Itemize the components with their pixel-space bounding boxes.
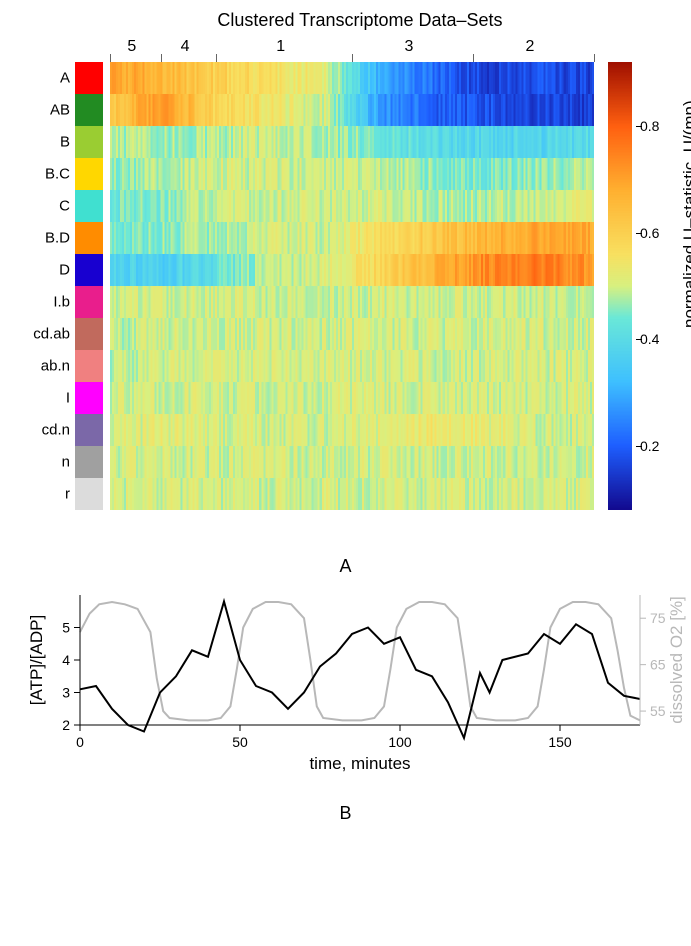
colorbar-tick: 0.8 <box>640 118 659 134</box>
row-color-block <box>75 446 103 478</box>
row-label: AB <box>50 102 70 119</box>
row-color-block <box>75 318 103 350</box>
x-axis-label: time, minutes <box>309 754 410 773</box>
row-color-block <box>75 126 103 158</box>
panel-b-lineplot: 0 50 100 150 time, minutes 2 3 4 5 [ATP]/[ADP] 55 6… <box>10 587 670 797</box>
colorbar-tick: 0.2 <box>640 438 659 454</box>
left-tick-label: 4 <box>62 652 70 668</box>
colorbar-canvas <box>608 62 632 510</box>
x-tick-label: 100 <box>388 734 412 750</box>
row-color-block <box>75 286 103 318</box>
cluster-label: 2 <box>526 38 535 56</box>
colorbar-tick: 0.6 <box>640 225 659 241</box>
o2-line <box>80 602 640 720</box>
colorbar-label: normalized U–statistic, U/(mn) <box>680 264 691 328</box>
right-axis-label: dissolved O2 [%] <box>667 596 686 724</box>
right-tick-label: 65 <box>650 657 666 673</box>
row-label: A <box>60 70 70 87</box>
cluster-labels: 5 4 1 3 2 <box>110 38 594 58</box>
x-tick-label: 150 <box>548 734 572 750</box>
right-tick-label: 75 <box>650 610 666 626</box>
left-tick-label: 3 <box>62 685 70 701</box>
row-label: ab.n <box>41 358 70 375</box>
panel-b-letter: B <box>10 803 681 824</box>
row-color-block <box>75 382 103 414</box>
heatmap-canvas <box>110 62 594 510</box>
row-color-block <box>75 94 103 126</box>
panel-a-title: Clustered Transcriptome Data–Sets <box>110 10 610 31</box>
left-tick-label: 2 <box>62 717 70 733</box>
right-tick-label: 55 <box>650 703 666 719</box>
row-label: B.D <box>45 230 70 247</box>
row-label: D <box>59 262 70 279</box>
panel-a-letter: A <box>10 556 681 577</box>
cluster-label: 1 <box>276 38 285 56</box>
colorbar <box>608 62 632 510</box>
row-color-block <box>75 190 103 222</box>
row-label: cd.ab <box>33 326 70 343</box>
x-tick-label: 50 <box>232 734 248 750</box>
colorbar-tick: 0.4 <box>640 331 659 347</box>
panel-b-svg: 0 50 100 150 time, minutes 2 3 4 5 [ATP]/[ADP] 55 6… <box>10 587 690 775</box>
row-label: r <box>65 486 70 503</box>
row-color-block <box>75 350 103 382</box>
row-color-block <box>75 158 103 190</box>
cluster-label: 3 <box>405 38 414 56</box>
panel-a-heatmap: Clustered Transcriptome Data–Sets 54132 … <box>10 10 670 550</box>
row-label: n <box>62 454 70 471</box>
row-color-block <box>75 254 103 286</box>
cluster-label: 4 <box>181 38 190 56</box>
row-color-block <box>75 414 103 446</box>
x-tick-label: 0 <box>76 734 84 750</box>
row-label: cd.n <box>42 422 70 439</box>
left-tick-label: 5 <box>62 620 70 636</box>
row-color-block <box>75 478 103 510</box>
row-color-block <box>75 222 103 254</box>
cluster-label: 5 <box>127 38 136 56</box>
row-label: C <box>59 198 70 215</box>
row-label: I.b <box>53 294 70 311</box>
heatmap-area <box>110 62 594 510</box>
row-color-block <box>75 62 103 94</box>
row-label: B <box>60 134 70 151</box>
atp-adp-line <box>80 602 640 739</box>
row-label: I <box>66 390 70 407</box>
left-axis-label: [ATP]/[ADP] <box>27 615 46 705</box>
row-label: B.C <box>45 166 70 183</box>
